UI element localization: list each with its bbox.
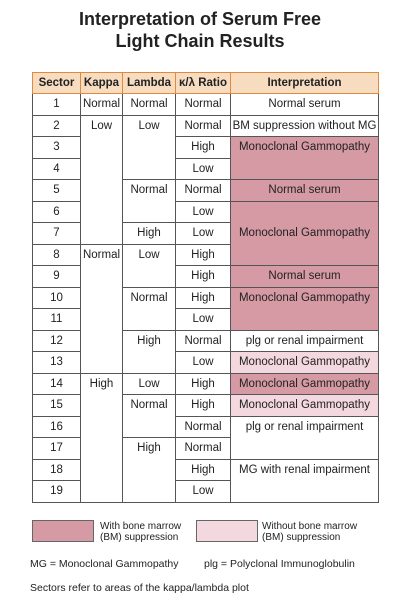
column-header: Kappa: [80, 72, 123, 94]
table-row: 16 Normal plg or renal impairment: [32, 415, 379, 460]
table-cell: Normal: [122, 394, 176, 438]
title: Interpretation of Serum Free Light Chain…: [78, 9, 322, 51]
table-cell: 5: [32, 179, 81, 202]
table-row: 15 Normal High Monoclonal Gammopathy: [32, 394, 379, 438]
table-cell: 13: [32, 351, 81, 374]
note: MG = Monoclonal Gammopathy: [30, 558, 179, 570]
table-cell: Normal: [80, 93, 123, 116]
table-cell: 10: [32, 286, 81, 309]
table-cell: Low: [80, 114, 123, 245]
table-cell: Low: [122, 372, 176, 395]
table-cell: High: [122, 222, 176, 245]
table-cell: plg or renal impairment: [230, 329, 379, 352]
table-row: 13 Low Monoclonal Gammopathy: [32, 351, 379, 374]
table-cell: 16: [32, 415, 81, 438]
table-cell: High: [175, 136, 231, 159]
table-cell: High: [80, 372, 123, 503]
table-cell: High: [175, 286, 231, 309]
table-cell: Normal serum: [230, 265, 379, 288]
table-row: 2 Low Low Normal BM suppression without MG: [32, 114, 379, 245]
table-cell: 4: [32, 157, 81, 180]
table-cell: Low: [122, 243, 176, 288]
table-cell: High: [175, 265, 231, 288]
table-cell: Monoclonal Gammopathy: [230, 394, 379, 417]
table-cell: High: [122, 437, 176, 503]
table-cell: Monoclonal Gammopathy: [230, 136, 379, 180]
column-header: Sector: [32, 72, 81, 94]
table-cell: High: [175, 243, 231, 266]
table-cell: Low: [175, 200, 231, 223]
table-cell: Normal serum: [230, 93, 379, 116]
table-cell: plg or renal impairment: [230, 415, 379, 460]
table-cell: Low: [122, 114, 176, 180]
table-cell: Normal: [175, 179, 231, 202]
table-cell: Normal: [175, 114, 231, 137]
table-row: 17 High Normal: [32, 437, 379, 503]
table-cell: Normal: [80, 243, 123, 374]
table-cell: Low: [175, 157, 231, 180]
table-row: 12 High Normal plg or renal impairment: [32, 329, 379, 374]
legend-label: Without bone marrow (BM) suppression: [262, 521, 358, 543]
table-cell: 8: [32, 243, 81, 266]
column-header: κ/λ Ratio: [175, 72, 231, 94]
legend-label: With bone marrow (BM) suppression: [100, 521, 182, 543]
table-cell: Low: [175, 308, 231, 331]
table-cell: Low: [175, 351, 231, 374]
table-row: 4 Low: [32, 157, 379, 180]
table-cell: Normal: [122, 286, 176, 331]
table-row: 1 Normal Normal Normal Normal serum: [32, 93, 379, 116]
table-cell: Normal: [175, 93, 231, 116]
table-cell: Normal: [122, 179, 176, 223]
legend-swatch-dark: [32, 520, 94, 542]
table-row: Sector Kappa Lambda κ/λ Ratio Interpretation: [32, 72, 379, 94]
table-cell: 9: [32, 265, 81, 288]
column-header: Lambda: [122, 72, 176, 94]
results-table: Sector Kappa Lambda κ/λ Ratio Interpretation…: [32, 72, 379, 503]
note: plg = Polyclonal Immunoglobulin: [204, 558, 355, 570]
table-cell: Monoclonal Gammopathy: [230, 200, 379, 266]
table-cell: Normal: [122, 93, 176, 116]
table-cell: High: [175, 458, 231, 481]
table-cell: 11: [32, 308, 81, 331]
table-cell: 3: [32, 136, 81, 159]
table-cell: 17: [32, 437, 81, 460]
table-cell: Monoclonal Gammopathy: [230, 286, 379, 331]
table-cell: Low: [175, 480, 231, 503]
table-row: 7 High Low: [32, 222, 379, 245]
table-row: 14 High Low High Monoclonal Gammopathy: [32, 372, 379, 503]
table-row: 9 High Normal serum: [32, 265, 379, 288]
table-cell: 15: [32, 394, 81, 417]
legend-swatch-light: [196, 520, 258, 542]
table-cell: High: [175, 394, 231, 417]
table-row: 5 Normal Normal Normal serum: [32, 179, 379, 223]
table-cell: 2: [32, 114, 81, 137]
table-cell: 7: [32, 222, 81, 245]
table-cell: Low: [175, 222, 231, 245]
table-row: 18 High MG with renal impairment: [32, 458, 379, 503]
table-cell: 19: [32, 480, 81, 503]
table-cell: High: [175, 372, 231, 395]
table-cell: Monoclonal Gammopathy: [230, 351, 379, 374]
table-cell: 14: [32, 372, 81, 395]
table-cell: 12: [32, 329, 81, 352]
table-cell: BM suppression without MG: [230, 114, 379, 137]
table-row: 3 High Monoclonal Gammopathy: [32, 136, 379, 180]
table-row: 19 Low: [32, 480, 379, 503]
table-cell: MG with renal impairment: [230, 458, 379, 503]
table-row: 10 Normal High Monoclonal Gammopathy: [32, 286, 379, 331]
table-cell: Normal: [175, 437, 231, 460]
table-cell: Normal: [175, 415, 231, 438]
table-cell: Monoclonal Gammopathy: [230, 372, 379, 395]
table-cell: 6: [32, 200, 81, 223]
table-cell: 18: [32, 458, 81, 481]
table-cell: 1: [32, 93, 81, 116]
table-cell: Normal: [175, 329, 231, 352]
table-cell: High: [122, 329, 176, 374]
table-cell: Normal serum: [230, 179, 379, 202]
table-row: 6 Low Monoclonal Gammopathy: [32, 200, 379, 266]
column-header: Interpretation: [230, 72, 379, 94]
table-row: 8 Normal Low High: [32, 243, 379, 374]
note: Sectors refer to areas of the kappa/lamb…: [30, 582, 249, 594]
